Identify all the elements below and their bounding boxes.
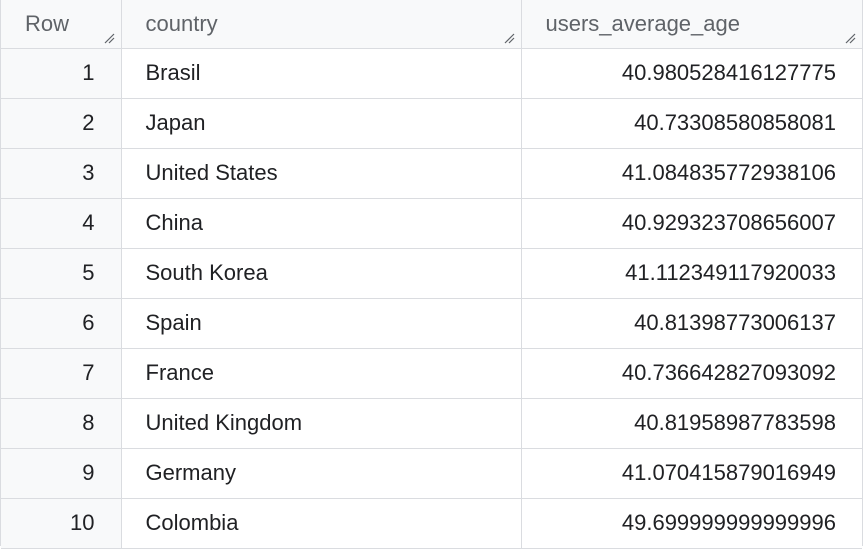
average-age-cell[interactable]: 49.699999999999996 <box>521 498 862 549</box>
column-header-label: country <box>145 10 218 36</box>
row-number-cell: 7 <box>1 348 122 399</box>
country-cell[interactable]: United Kingdom <box>121 398 522 449</box>
average-age-cell[interactable]: 40.929323708656007 <box>521 198 862 249</box>
country-cell[interactable]: Brasil <box>121 48 522 99</box>
column-header-country[interactable]: country <box>121 0 522 49</box>
row-number-cell: 2 <box>1 98 122 149</box>
country-cell[interactable]: Spain <box>121 298 522 349</box>
average-age-cell[interactable]: 40.81398773006137 <box>521 298 862 349</box>
country-cell[interactable]: Colombia <box>121 498 522 549</box>
table-row[interactable]: 4 China 40.929323708656007 <box>1 198 862 249</box>
country-cell[interactable]: Germany <box>121 448 522 499</box>
average-age-cell[interactable]: 41.112349117920033 <box>521 248 862 299</box>
average-age-cell[interactable]: 41.084835772938106 <box>521 148 862 199</box>
column-header-label: Row <box>25 10 70 36</box>
resize-handle-icon[interactable] <box>103 32 115 44</box>
country-cell[interactable]: United States <box>121 148 522 199</box>
table-row[interactable]: 1 Brasil 40.980528416127775 <box>1 48 862 99</box>
table-row[interactable]: 6 Spain 40.81398773006137 <box>1 298 862 349</box>
table-row[interactable]: 5 South Korea 41.112349117920033 <box>1 248 862 299</box>
average-age-cell[interactable]: 40.81958987783598 <box>521 398 862 449</box>
country-cell[interactable]: France <box>121 348 522 399</box>
table-row[interactable]: 7 France 40.736642827093092 <box>1 348 862 399</box>
row-number-cell: 5 <box>1 248 122 299</box>
country-cell[interactable]: China <box>121 198 522 249</box>
average-age-cell[interactable]: 41.070415879016949 <box>521 448 862 499</box>
average-age-cell[interactable]: 40.980528416127775 <box>521 48 862 99</box>
row-number-cell: 10 <box>1 498 122 549</box>
row-number-cell: 9 <box>1 448 122 499</box>
resize-handle-icon[interactable] <box>503 32 515 44</box>
table-row[interactable]: 8 United Kingdom 40.81958987783598 <box>1 398 862 449</box>
average-age-cell[interactable]: 40.73308580858081 <box>521 98 862 149</box>
country-cell[interactable]: Japan <box>121 98 522 149</box>
average-age-cell[interactable]: 40.736642827093092 <box>521 348 862 399</box>
row-number-cell: 3 <box>1 148 122 199</box>
table-row[interactable]: 9 Germany 41.070415879016949 <box>1 448 862 499</box>
row-number-cell: 8 <box>1 398 122 449</box>
column-header-row[interactable]: Row <box>1 0 122 49</box>
row-number-cell: 6 <box>1 298 122 349</box>
row-number-cell: 1 <box>1 48 122 99</box>
country-cell[interactable]: South Korea <box>121 248 522 299</box>
header-row: Row country users_average_age <box>1 0 862 49</box>
table-row[interactable]: 3 United States 41.084835772938106 <box>1 148 862 199</box>
table-row[interactable]: 2 Japan 40.73308580858081 <box>1 98 862 149</box>
resize-handle-icon[interactable] <box>844 32 856 44</box>
column-header-label: users_average_age <box>545 10 740 36</box>
table-row[interactable]: 10 Colombia 49.699999999999996 <box>1 498 862 549</box>
row-number-cell: 4 <box>1 198 122 249</box>
column-header-users-average-age[interactable]: users_average_age <box>521 0 862 49</box>
